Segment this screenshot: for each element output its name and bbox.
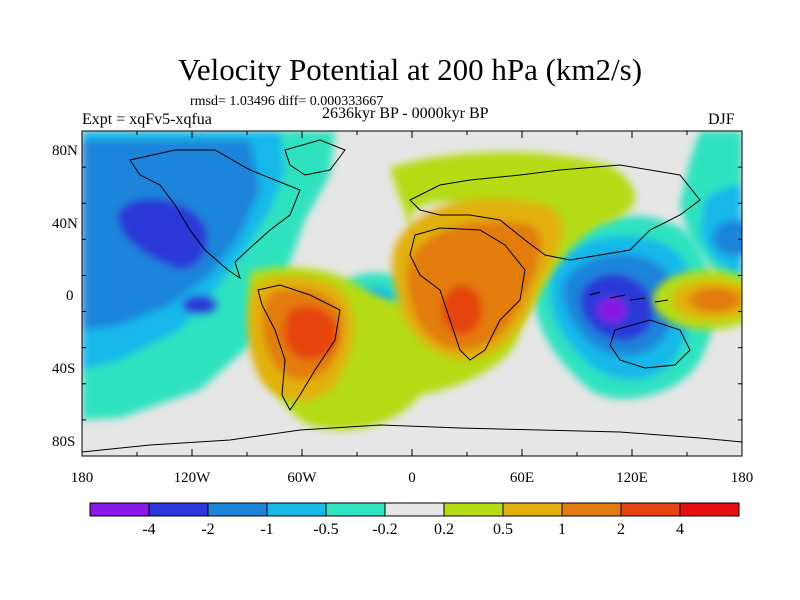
axis-ticks [81, 130, 743, 457]
colorbar-swatch [620, 502, 681, 517]
colorbar-swatch [679, 502, 740, 517]
y-tick-label: 40N [52, 216, 78, 232]
x-tick-label: 180 [71, 470, 94, 486]
colorbar-label: 4 [676, 521, 684, 538]
chart-title: Velocity Potential at 200 hPa (km2/s) [177, 52, 643, 87]
greenland-coast [284, 139, 346, 176]
colorbar-label: -0.2 [372, 521, 397, 538]
contour-field [82, 131, 742, 456]
y-tick-label: 0 [66, 288, 74, 304]
africa-coast [409, 227, 526, 361]
y-tick-label: 40S [52, 361, 75, 377]
y-tick-label: 80N [52, 143, 78, 159]
y-tick-label: 80S [52, 434, 75, 450]
negative-anomaly-indonesia [533, 215, 714, 399]
colorbar-swatch [89, 502, 150, 517]
x-tick-label: 180 [731, 470, 754, 486]
colorbar-swatch [266, 502, 327, 517]
colorbar-label: 0.2 [434, 521, 454, 538]
colorbar-swatch [561, 502, 622, 517]
north-america-coast [129, 149, 301, 280]
colorbar-label: -0.5 [313, 521, 338, 538]
negative-anomaly-west [82, 131, 335, 420]
x-tick-label: 0 [408, 470, 416, 486]
colorbar-label: 0.5 [493, 521, 513, 538]
x-tick-label: 120W [174, 470, 212, 486]
colorbar-swatch [502, 502, 563, 517]
colorbar-labels: -4 -2 -1 -0.5 -0.2 0.2 0.5 1 2 4 [142, 521, 684, 538]
australia-coast [609, 319, 691, 369]
colorbar-label: -2 [201, 521, 214, 538]
indonesia-coast [589, 291, 669, 303]
period-label: 2636kyr BP - 0000kyr BP [322, 105, 489, 122]
season-label: DJF [708, 111, 735, 128]
colorbar-label: 1 [558, 521, 566, 538]
experiment-label: Expt = xqFv5-xqfua [82, 111, 212, 128]
x-tick-label: 120E [616, 470, 648, 486]
colorbar [89, 502, 740, 517]
colorbar-swatch [443, 502, 504, 517]
negative-anomaly-north-pacific-east [680, 131, 742, 300]
positive-anomaly-south-america [247, 276, 354, 401]
colorbar-label: 2 [617, 521, 625, 538]
eurasia-coast [409, 164, 701, 261]
x-tick-label: 60E [510, 470, 534, 486]
stats-text: rmsd= 1.03496 diff= 0.000333667 [190, 94, 384, 109]
colorbar-swatch [207, 502, 268, 517]
colorbar-label: -1 [260, 521, 273, 538]
colorbar-swatch [384, 502, 445, 517]
positive-anomaly-west-pacific [653, 270, 742, 330]
x-tick-label: 60W [287, 470, 317, 486]
south-america-coast [257, 284, 341, 411]
colorbar-swatch [148, 502, 209, 517]
coastlines [82, 139, 742, 453]
antarctica-coast [82, 424, 742, 453]
colorbar-label: -4 [142, 521, 155, 538]
positive-anomaly-africa [392, 198, 562, 360]
colorbar-swatch [325, 502, 386, 517]
